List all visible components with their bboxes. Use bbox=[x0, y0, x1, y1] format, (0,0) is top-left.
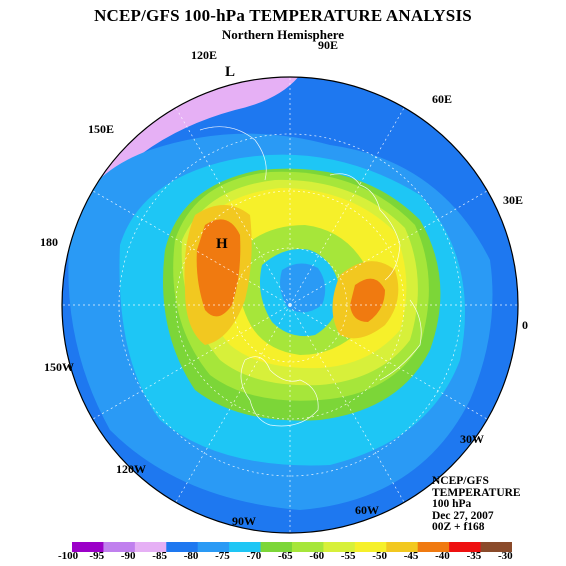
colorbar-tick-label: -60 bbox=[309, 550, 325, 562]
colorbar-tick-label: -30 bbox=[498, 550, 513, 562]
lon-label-0: 0 bbox=[522, 318, 528, 332]
colorbar-tick-label: -85 bbox=[152, 550, 167, 562]
colorbar-swatch bbox=[292, 542, 324, 552]
band-minus-40 bbox=[196, 219, 241, 317]
chart-subtitle: Northern Hemisphere bbox=[221, 27, 345, 42]
band-minus-75-core bbox=[280, 263, 326, 313]
lon-label-30e: 30E bbox=[503, 193, 524, 207]
lon-label-90w: 90W bbox=[232, 514, 256, 528]
lon-label-150w: 150W bbox=[44, 360, 74, 374]
lon-label-30w: 30W bbox=[460, 432, 484, 446]
colorbar-swatch bbox=[449, 542, 482, 552]
colorbar-swatch bbox=[323, 542, 356, 552]
lon-label-90e: 90E bbox=[318, 38, 339, 52]
lon-label-60w: 60W bbox=[355, 503, 379, 517]
colorbar-tick-label: -70 bbox=[246, 550, 262, 562]
latitude-circle-70 bbox=[232, 247, 348, 363]
colorbar-swatch bbox=[134, 542, 167, 552]
colorbar-swatch bbox=[260, 542, 293, 552]
colorbar-swatch bbox=[197, 542, 230, 552]
band-minus-40-east bbox=[350, 278, 385, 322]
low-pressure-marker: L bbox=[225, 64, 236, 80]
colorbar-tick-label: -45 bbox=[403, 550, 419, 562]
colorbar-swatch bbox=[354, 542, 387, 552]
latitude-circle-50 bbox=[175, 190, 405, 420]
coastline-asia bbox=[329, 173, 401, 281]
colorbar-tick-label: -80 bbox=[183, 550, 199, 562]
colorbar-tick-label: -100 bbox=[58, 550, 79, 562]
colorbar-tick-label: -40 bbox=[435, 550, 450, 562]
lon-label-180: 180 bbox=[40, 235, 58, 249]
info-line-model: NCEP/GFS bbox=[432, 475, 489, 487]
colorbar-swatch bbox=[480, 542, 512, 552]
colorbar-tick-label: -95 bbox=[89, 550, 105, 562]
colorbar-tick-label: -55 bbox=[340, 550, 356, 562]
colorbar-tick-label: -75 bbox=[215, 550, 230, 562]
coastline-north-america bbox=[240, 356, 319, 427]
latitude-circle-30 bbox=[118, 133, 462, 477]
colorbar-swatch bbox=[417, 542, 450, 552]
lon-label-120e: 120E bbox=[191, 48, 218, 62]
lon-label-60e: 60E bbox=[432, 92, 453, 106]
colorbar-tick-label: -50 bbox=[372, 550, 387, 562]
info-line-date: Dec 27, 2007 bbox=[432, 509, 494, 522]
colorbar-swatch bbox=[166, 542, 199, 552]
coastline-europe bbox=[379, 299, 422, 381]
chart-title: NCEP/GFS 100-hPa TEMPERATURE ANALYSIS bbox=[94, 6, 472, 25]
lon-label-150e: 150E bbox=[88, 122, 115, 136]
lon-label-120w: 120W bbox=[116, 462, 146, 476]
colorbar-swatch bbox=[386, 542, 419, 552]
info-line-forecast: 00Z + f168 bbox=[432, 521, 485, 533]
info-block: NCEP/GFS TEMPERATURE 100 hPa Dec 27, 200… bbox=[432, 475, 521, 534]
colorbar-tick-label: -65 bbox=[278, 550, 293, 562]
hemisphere-border bbox=[61, 76, 519, 534]
info-line-field: TEMPERATURE bbox=[432, 486, 521, 499]
colorbar-tick-label: -35 bbox=[466, 550, 482, 562]
info-line-level: 100 hPa bbox=[432, 498, 472, 510]
colorbar-tick-label: -90 bbox=[120, 550, 136, 562]
colorbar bbox=[72, 542, 512, 552]
coastline-pacific-asia bbox=[199, 126, 267, 181]
colorbar-swatch bbox=[103, 542, 136, 552]
colorbar-swatch bbox=[72, 542, 104, 552]
high-pressure-marker: H bbox=[216, 236, 228, 252]
colorbar-swatch bbox=[229, 542, 262, 552]
